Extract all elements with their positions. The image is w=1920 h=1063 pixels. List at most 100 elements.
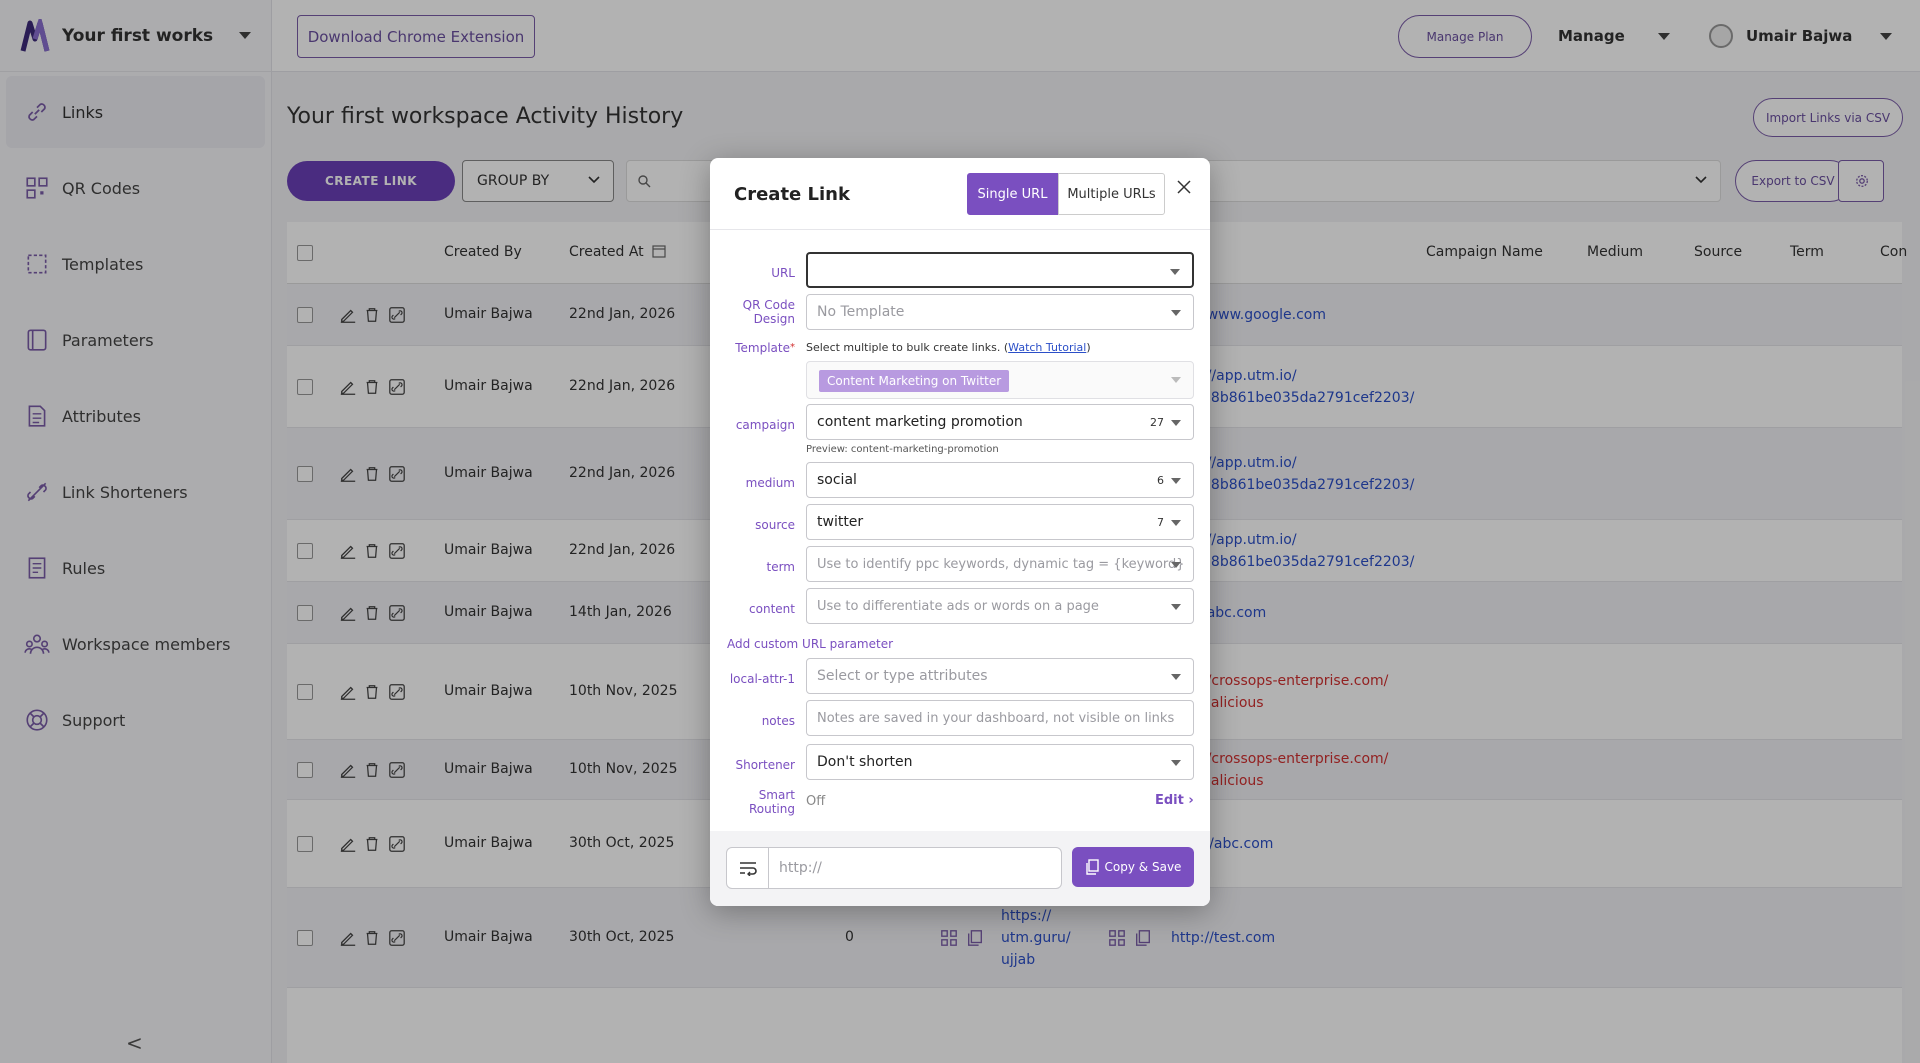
chevron-down-icon[interactable] [1880,33,1892,40]
table-settings-button[interactable] [1838,160,1884,202]
user-name[interactable]: Umair Bajwa [1746,27,1853,45]
sidebar-item-rules[interactable]: Rules [6,532,265,604]
long-url-cell[interactable]: //crossops-enterprise.com/nalicious [1202,748,1388,792]
short-link-cell[interactable]: https:// utm.guru/ujjab [1001,905,1071,971]
qr-link-icon[interactable] [388,604,406,622]
edit-icon[interactable] [339,465,357,483]
chevron-down-icon[interactable] [239,32,251,39]
campaign-field[interactable]: content marketing promotion 27 [806,404,1194,440]
url-field[interactable] [806,252,1194,288]
export-csv-button[interactable]: Export to CSV [1735,160,1851,202]
qr-code-icon[interactable] [1108,929,1126,947]
row-checkbox[interactable] [297,684,313,700]
trash-icon[interactable] [363,761,381,779]
sidebar-item-parameters[interactable]: Parameters [6,304,265,376]
header-created-at[interactable]: Created At [569,244,644,260]
qr-link-icon[interactable] [388,542,406,560]
avatar[interactable] [1709,24,1733,48]
single-url-tab[interactable]: Single URL [967,173,1058,215]
wrap-text-button[interactable] [727,848,769,888]
qr-link-icon[interactable] [388,929,406,947]
row-checkbox[interactable] [297,762,313,778]
trash-icon[interactable] [363,542,381,560]
trash-icon[interactable] [363,683,381,701]
term-field[interactable]: Use to identify ppc keywords, dynamic ta… [806,546,1194,582]
group-by-select[interactable]: GROUP BY [462,160,614,202]
header-created-by[interactable]: Created By [444,244,522,260]
edit-icon[interactable] [339,378,357,396]
trash-icon[interactable] [363,835,381,853]
row-checkbox[interactable] [297,930,313,946]
download-extension-button[interactable]: Download Chrome Extension [297,15,535,58]
row-checkbox[interactable] [297,605,313,621]
long-url-cell[interactable]: /www.google.com [1202,304,1326,326]
chevron-down-icon[interactable] [1658,33,1670,40]
edit-icon[interactable] [339,761,357,779]
sidebar-item-support[interactable]: Support [6,684,265,756]
copy-icon[interactable] [1134,929,1152,947]
sidebar-item-workspace-members[interactable]: Workspace members [6,608,265,680]
trash-icon[interactable] [363,306,381,324]
multiple-urls-tab[interactable]: Multiple URLs [1058,173,1165,215]
copy-save-button[interactable]: Copy & Save [1072,847,1194,887]
smart-routing-edit-button[interactable]: Edit › [1155,793,1194,808]
qr-link-icon[interactable] [388,306,406,324]
long-url-cell[interactable]: http://test.com [1171,927,1275,949]
qr-link-icon[interactable] [388,378,406,396]
edit-icon[interactable] [339,306,357,324]
watch-tutorial-link[interactable]: Watch Tutorial [1008,341,1087,354]
generated-url-field[interactable]: http:// [726,847,1062,889]
template-select[interactable]: Content Marketing on Twitter [806,361,1194,399]
manage-menu[interactable]: Manage [1558,27,1625,45]
sidebar-item-link-shorteners[interactable]: Link Shorteners [6,456,265,528]
qr-link-icon[interactable] [388,465,406,483]
header-content[interactable]: Con [1880,244,1908,260]
create-link-button[interactable]: CREATE LINK [287,161,455,201]
edit-icon[interactable] [339,929,357,947]
edit-icon[interactable] [339,604,357,622]
long-url-cell[interactable]: ://app.utm.io/68b861be035da2791cef2203/ [1202,365,1414,409]
medium-field[interactable]: social 6 [806,462,1194,498]
qr-link-icon[interactable] [388,683,406,701]
local-attr-field[interactable]: Select or type attributes [806,658,1194,694]
template-chip[interactable]: Content Marketing on Twitter [819,370,1010,392]
long-url-cell[interactable]: ://app.utm.io/68b861be035da2791cef2203/ [1202,529,1414,573]
row-checkbox[interactable] [297,466,313,482]
qr-code-icon[interactable] [940,929,958,947]
edit-icon[interactable] [339,542,357,560]
sidebar-item-templates[interactable]: Templates [6,228,265,300]
edit-icon[interactable] [339,683,357,701]
trash-icon[interactable] [363,378,381,396]
sidebar-item-links[interactable]: Links [6,76,265,148]
sidebar-item-qr-codes[interactable]: QR Codes [6,152,265,224]
qr-design-select[interactable]: No Template [806,294,1194,330]
qr-link-icon[interactable] [388,835,406,853]
manage-plan-button[interactable]: Manage Plan [1398,15,1532,58]
edit-icon[interactable] [339,835,357,853]
row-checkbox[interactable] [297,379,313,395]
notes-field[interactable]: Notes are saved in your dashboard, not v… [806,700,1194,736]
trash-icon[interactable] [363,604,381,622]
sidebar-item-attributes[interactable]: Attributes [6,380,265,452]
row-checkbox[interactable] [297,836,313,852]
long-url-cell[interactable]: ://app.utm.io/68b861be035da2791cef2203/ [1202,452,1414,496]
copy-icon[interactable] [966,929,984,947]
import-csv-button[interactable]: Import Links via CSV [1753,98,1903,137]
shortener-select[interactable]: Don't shorten [806,744,1194,780]
trash-icon[interactable] [363,929,381,947]
header-medium[interactable]: Medium [1587,244,1643,260]
collapse-sidebar-button[interactable]: < [126,1031,143,1055]
close-icon[interactable] [1173,176,1195,198]
content-field[interactable]: Use to differentiate ads or words on a p… [806,588,1194,624]
row-checkbox[interactable] [297,307,313,323]
qr-link-icon[interactable] [388,761,406,779]
long-url-cell[interactable]: /abc.com [1202,602,1266,624]
calendar-icon[interactable] [652,244,666,258]
header-campaign-name[interactable]: Campaign Name [1426,244,1543,260]
header-source[interactable]: Source [1694,244,1743,260]
long-url-cell[interactable]: //crossops-enterprise.com/nalicious [1202,670,1388,714]
source-field[interactable]: twitter 7 [806,504,1194,540]
select-all-checkbox[interactable] [297,245,313,261]
header-term[interactable]: Term [1790,244,1824,260]
row-checkbox[interactable] [297,543,313,559]
